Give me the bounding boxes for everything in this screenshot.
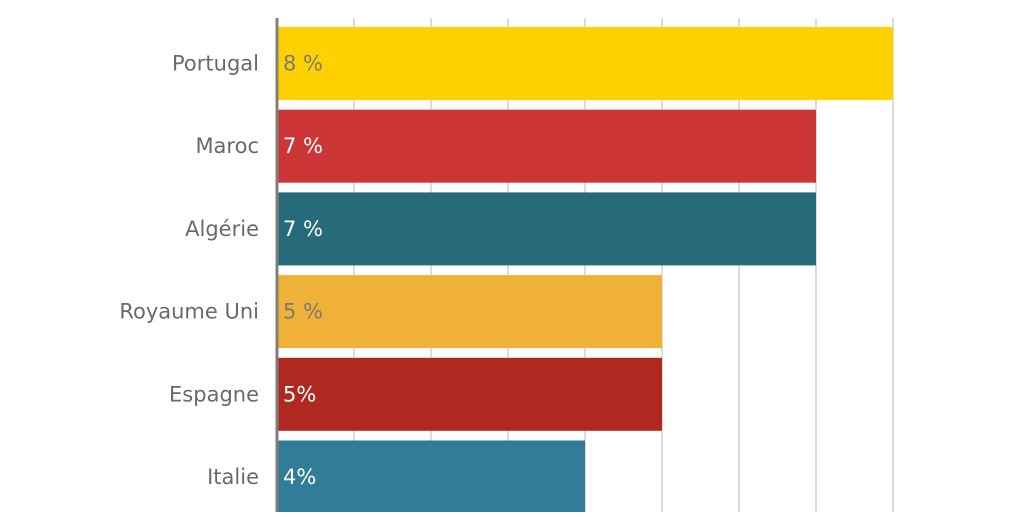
bar (277, 192, 816, 266)
bar (277, 27, 893, 100)
category-label: Italie (207, 465, 259, 489)
data-label: 8 % (283, 52, 323, 76)
bar (277, 357, 662, 431)
data-label: 7 % (283, 134, 323, 158)
category-labels: Portugal Maroc Algérie Royaume Uni Espagne It… (119, 52, 259, 490)
bars (277, 27, 893, 514)
data-label: 4% (283, 465, 316, 489)
bar (277, 440, 585, 514)
data-label: 7 % (283, 217, 323, 241)
data-label: 5 % (283, 300, 323, 324)
category-label: Maroc (195, 134, 259, 158)
category-label: Portugal (172, 52, 259, 76)
category-label: Royaume Uni (119, 300, 259, 324)
data-label: 5% (283, 382, 316, 406)
value-labels: 8 % 7 % 7 % 5 % 5% 4% (283, 52, 323, 490)
bar (277, 109, 816, 183)
bar (277, 275, 662, 349)
category-label: Algérie (185, 217, 259, 241)
category-label: Espagne (169, 382, 259, 406)
